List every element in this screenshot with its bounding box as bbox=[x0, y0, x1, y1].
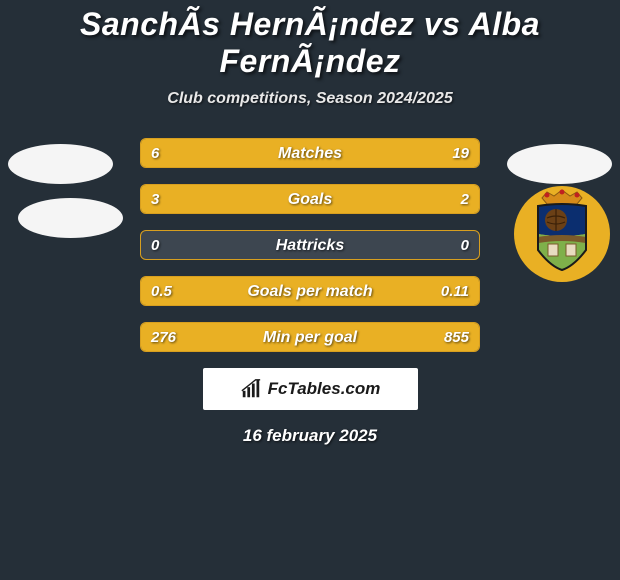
brand-text: FcTables.com bbox=[268, 379, 381, 399]
date-text: 16 february 2025 bbox=[0, 426, 620, 446]
player-left-badge-1 bbox=[8, 144, 113, 184]
brand-box[interactable]: FcTables.com bbox=[203, 368, 418, 410]
player-left-badge-2 bbox=[18, 198, 123, 238]
stats-area: 619Matches 32Goals 00Hattricks 0.50.11Goals… bbox=[0, 138, 620, 352]
stat-row: 0.50.11Goals per match bbox=[140, 276, 480, 306]
player-right-badge-1 bbox=[507, 144, 612, 184]
stat-label: Min per goal bbox=[141, 323, 479, 352]
stat-row: 619Matches bbox=[140, 138, 480, 168]
player-right-crest bbox=[512, 184, 612, 284]
chart-icon bbox=[240, 378, 262, 400]
page-title: SanchÃ­s HernÃ¡ndez vs Alba FernÃ¡ndez bbox=[0, 0, 620, 80]
stat-label: Hattricks bbox=[141, 231, 479, 260]
stat-row: 00Hattricks bbox=[140, 230, 480, 260]
stat-row: 32Goals bbox=[140, 184, 480, 214]
stat-label: Matches bbox=[141, 139, 479, 168]
stat-rows: 619Matches 32Goals 00Hattricks 0.50.11Goals… bbox=[140, 138, 480, 352]
stat-label: Goals per match bbox=[141, 277, 479, 306]
club-crest-icon bbox=[512, 184, 612, 284]
stat-row: 276855Min per goal bbox=[140, 322, 480, 352]
stat-label: Goals bbox=[141, 185, 479, 214]
comparison-panel: SanchÃ­s HernÃ¡ndez vs Alba FernÃ¡ndez C… bbox=[0, 0, 620, 580]
subtitle: Club competitions, Season 2024/2025 bbox=[0, 90, 620, 108]
